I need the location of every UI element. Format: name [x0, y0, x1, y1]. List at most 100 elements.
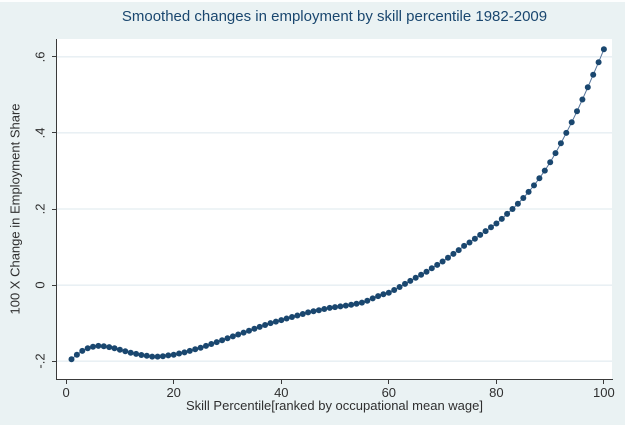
- y-tick-mark: [52, 208, 56, 210]
- x-tick-mark: [495, 380, 497, 384]
- data-point-marker: [267, 320, 274, 327]
- data-point-marker: [299, 311, 306, 317]
- data-point-marker: [439, 258, 446, 265]
- data-point-marker: [525, 188, 532, 195]
- data-point-marker: [95, 342, 102, 349]
- data-point-marker: [203, 342, 209, 349]
- data-point-marker: [466, 239, 473, 246]
- data-point-marker: [493, 220, 500, 227]
- data-point-marker: [348, 301, 355, 308]
- data-point-marker: [326, 304, 333, 311]
- y-tick-label: 0: [32, 281, 48, 289]
- data-point-marker: [332, 304, 338, 311]
- data-point-marker: [482, 228, 489, 235]
- data-point-marker: [116, 346, 123, 353]
- data-point-marker: [488, 224, 494, 231]
- data-point-marker: [579, 96, 586, 103]
- data-point-marker: [450, 250, 457, 257]
- y-tick-label: .2: [32, 203, 48, 215]
- x-tick-label: 60: [381, 385, 397, 400]
- data-point-marker: [471, 235, 478, 242]
- data-point-marker: [353, 300, 360, 307]
- data-point-marker: [477, 231, 484, 238]
- data-point-marker: [256, 323, 263, 330]
- series-line: [71, 49, 605, 360]
- plot-area: [57, 39, 612, 379]
- x-tick-mark: [65, 380, 67, 384]
- data-point-marker: [590, 71, 597, 78]
- data-point-marker: [278, 317, 285, 324]
- data-point-marker: [310, 308, 317, 315]
- y-tick-label: .4: [32, 127, 48, 139]
- x-tick-mark: [173, 380, 175, 384]
- y-axis-title: 100 X Change in Employment Share: [7, 103, 23, 315]
- y-tick-mark: [52, 360, 56, 362]
- y-tick-label: -.2: [32, 353, 48, 369]
- data-point-marker: [176, 350, 183, 357]
- data-point-marker: [557, 140, 564, 147]
- data-point-marker: [127, 349, 134, 356]
- x-tick-mark: [603, 380, 605, 384]
- data-point-marker: [461, 242, 468, 249]
- data-point-marker: [407, 277, 414, 284]
- data-point-marker: [600, 46, 607, 53]
- x-tick-mark: [280, 380, 282, 384]
- data-point-marker: [445, 254, 451, 261]
- data-point-marker: [563, 129, 570, 136]
- data-point-marker: [509, 206, 516, 212]
- data-point-marker: [418, 271, 425, 278]
- data-point-marker: [358, 299, 365, 306]
- data-point-marker: [219, 337, 226, 344]
- data-point-marker: [240, 329, 247, 336]
- data-point-marker: [111, 345, 118, 352]
- data-point-marker: [423, 268, 430, 275]
- data-point-marker: [159, 353, 166, 360]
- data-point-marker: [197, 344, 204, 351]
- x-tick-label: 100: [593, 385, 615, 400]
- data-point-marker: [385, 289, 392, 296]
- x-tick-label: 40: [274, 385, 289, 400]
- data-point-marker: [68, 356, 75, 363]
- y-tick-mark: [52, 132, 56, 134]
- x-tick-label: 80: [489, 385, 504, 400]
- data-point-marker: [165, 352, 172, 359]
- data-point-marker: [342, 302, 349, 309]
- data-point-marker: [412, 274, 419, 281]
- x-axis-title: Skill Percentile[ranked by occupational …: [185, 398, 483, 413]
- data-point-marker: [170, 351, 177, 358]
- data-point-marker: [369, 295, 376, 302]
- data-point-marker: [402, 280, 408, 287]
- data-point-marker: [186, 347, 193, 354]
- data-point-marker: [73, 351, 80, 358]
- data-point-marker: [595, 59, 602, 66]
- data-point-marker: [283, 315, 290, 322]
- data-series-svg: [57, 46, 612, 363]
- data-point-marker: [272, 318, 279, 325]
- data-point-marker: [531, 182, 537, 189]
- data-point-marker: [504, 210, 511, 217]
- data-point-marker: [514, 200, 521, 207]
- data-point-marker: [305, 309, 312, 316]
- data-point-marker: [536, 175, 543, 182]
- data-point-marker: [547, 159, 554, 166]
- y-tick-mark: [52, 284, 56, 286]
- data-point-marker: [138, 352, 145, 358]
- data-point-marker: [455, 247, 462, 254]
- data-point-marker: [498, 215, 505, 222]
- data-point-marker: [321, 306, 328, 312]
- x-axis-line: [56, 379, 613, 380]
- chart-title: Smoothed changes in employment by skill …: [121, 8, 548, 25]
- data-point-marker: [552, 150, 559, 157]
- x-tick-label: 0: [62, 385, 70, 400]
- data-point-marker: [143, 352, 150, 359]
- data-point-marker: [122, 348, 129, 355]
- data-point-marker: [106, 344, 113, 351]
- data-point-marker: [568, 119, 575, 126]
- data-point-marker: [208, 341, 215, 347]
- data-point-marker: [294, 312, 301, 319]
- data-point-marker: [262, 322, 269, 328]
- data-point-marker: [192, 346, 199, 353]
- data-point-marker: [100, 343, 107, 350]
- data-point-marker: [90, 343, 96, 350]
